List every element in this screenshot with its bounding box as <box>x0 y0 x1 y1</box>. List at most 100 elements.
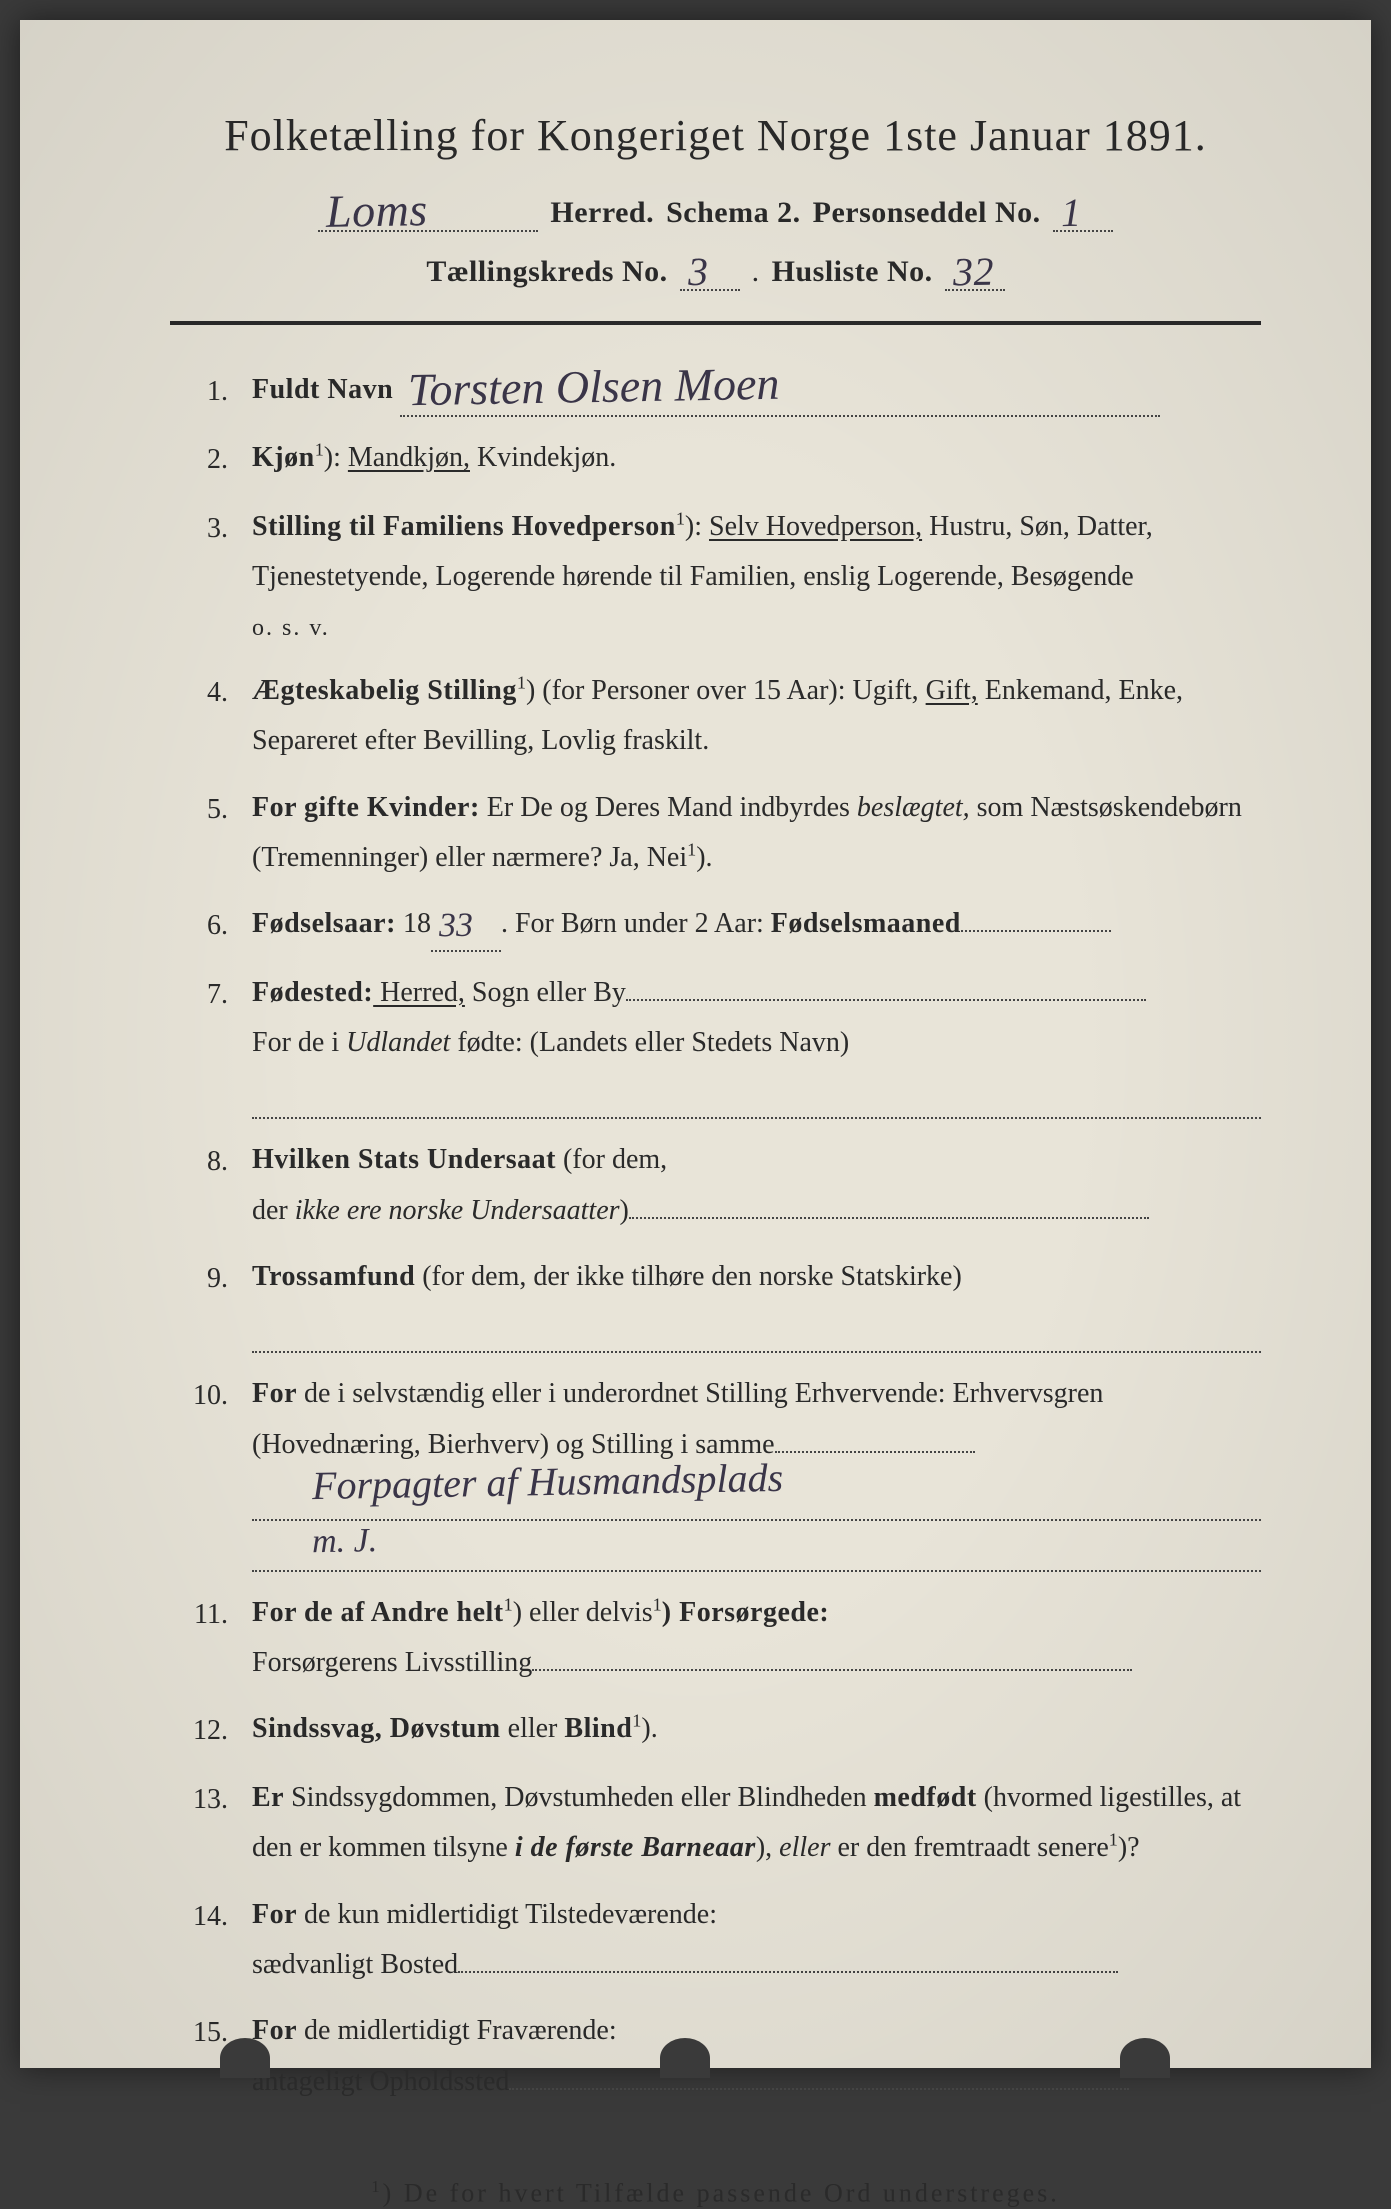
citizenship-field <box>629 1217 1149 1219</box>
item-label: For gifte Kvinder: <box>252 792 480 823</box>
item-num: 8. <box>180 1135 228 1187</box>
post: ) <box>620 1195 629 1226</box>
pre: der <box>252 1195 295 1226</box>
item-num: 7. <box>180 968 228 1020</box>
census-form-page: Folketælling for Kongeriget Norge 1ste J… <box>20 20 1371 2068</box>
rest: ) Forsørgede: <box>662 1597 829 1628</box>
item-content: Trossamfund (for dem, der ikke tilhøre d… <box>252 1252 1261 1353</box>
year-field: 33 <box>431 899 501 951</box>
item-content: Er Sindssygdommen, Døvstumheden eller Bl… <box>252 1773 1261 1874</box>
sup: 1 <box>517 672 526 692</box>
husliste-hand: 32 <box>952 256 994 289</box>
occupation-hand-1: Forpagter af Husmandsplads <box>312 1462 784 1502</box>
item-2: 2. Kjøn1): Mandkjøn, Kvindekjøn. <box>180 433 1261 485</box>
rest5: )? <box>1118 1832 1140 1863</box>
personseddel-hand: 1 <box>1060 197 1081 229</box>
rest: eller <box>501 1713 565 1744</box>
mid: . For Børn under 2 Aar: <box>501 908 771 939</box>
sup2: 1 <box>653 1594 662 1614</box>
line2: sædvanligt Bosted <box>252 1940 1261 1990</box>
rest4: er den fremtraadt senere <box>830 1832 1108 1863</box>
form-items: 1. Fuldt Navn Torsten Olsen Moen 2. Kjøn… <box>170 365 1261 2107</box>
item-1: 1. Fuldt Navn Torsten Olsen Moen <box>180 365 1261 417</box>
post: fødte: (Landets eller Stedets Navn) <box>450 1027 849 1058</box>
label2: Blind <box>564 1713 632 1744</box>
underlined: Gift, <box>926 675 978 706</box>
item-label: For de af Andre helt <box>252 1597 504 1628</box>
rest: Sogn eller By <box>465 977 626 1008</box>
provider-field <box>532 1669 1132 1671</box>
italic: beslægtet, <box>857 792 970 823</box>
rest: Kvindekjøn. <box>470 442 616 473</box>
rest3: ), <box>756 1832 779 1863</box>
personseddel-label: Personseddel No. <box>813 196 1041 230</box>
item-label: Stilling til Familiens Hovedperson <box>252 511 676 542</box>
personseddel-field: 1 <box>1053 193 1113 232</box>
footnote-text: ) De for hvert Tilfælde passende Ord und… <box>383 2179 1060 2208</box>
item-label: Er <box>252 1782 284 1813</box>
item-content: For de kun midlertidigt Tilstedeværende:… <box>252 1890 1261 1991</box>
rest: de midlertidigt Fraværende: <box>297 2015 617 2046</box>
whereabouts-field <box>509 2088 1129 2090</box>
trailing: o. s. v. <box>252 607 1261 650</box>
item-label: Fuldt Navn <box>252 374 393 405</box>
line2: antageligt Opholdssted <box>252 2057 1261 2107</box>
italic2: eller <box>779 1832 830 1863</box>
text: ): <box>324 442 348 473</box>
item-label: Kjøn <box>252 442 315 473</box>
item-9: 9. Trossamfund (for dem, der ikke tilhør… <box>180 1252 1261 1353</box>
item-num: 11. <box>180 1588 228 1640</box>
rest2: ). <box>641 1713 657 1744</box>
item-label: Ægteskabelig Stilling <box>252 675 517 706</box>
item-content: Fødested: Herred, Sogn eller By For de i… <box>252 968 1261 1120</box>
item-label: Trossamfund <box>252 1261 415 1292</box>
item-15: 15. For de midlertidigt Fraværende: anta… <box>180 2006 1261 2107</box>
paper-tear <box>660 2038 710 2078</box>
item-10: 10. For de i selvstændig eller i underor… <box>180 1369 1261 1571</box>
item-6: 6. Fødselsaar: 1833. For Børn under 2 Aa… <box>180 899 1261 951</box>
page-title: Folketælling for Kongeriget Norge 1ste J… <box>170 110 1261 161</box>
sup: 1 <box>687 840 696 860</box>
item-num: 4. <box>180 666 228 718</box>
item-content: For de i selvstændig eller i underordnet… <box>252 1369 1261 1571</box>
underlined: Mandkjøn, <box>348 442 470 473</box>
rest3: ). <box>696 842 712 873</box>
item-content: For gifte Kvinder: Er De og Deres Mand i… <box>252 783 1261 884</box>
husliste-label: Husliste No. <box>772 255 933 289</box>
divider <box>170 321 1261 325</box>
birthplace-field <box>626 999 1146 1001</box>
item-num: 13. <box>180 1773 228 1825</box>
paper-tear <box>220 2038 270 2078</box>
item-num: 10. <box>180 1369 228 1421</box>
religion-field <box>252 1308 1261 1353</box>
item-label: Sindssvag, Døvstum <box>252 1713 501 1744</box>
item-label: Fødselsaar: <box>252 908 396 939</box>
header-line-1: Loms Herred. Schema 2. Personseddel No. … <box>170 189 1261 232</box>
item-3: 3. Stilling til Familiens Hovedperson1):… <box>180 502 1261 650</box>
rest: (for dem, <box>556 1144 667 1175</box>
sup: 1 <box>315 440 324 460</box>
item-num: 1. <box>180 365 228 417</box>
year-prefix: 18 <box>396 908 431 939</box>
item-content: For de midlertidigt Fraværende: antageli… <box>252 2006 1261 2107</box>
schema-label: Schema 2. <box>666 196 801 230</box>
line2-text: sædvanligt Bosted <box>252 1949 458 1980</box>
italic: ikke ere norske Undersaatter <box>295 1195 620 1226</box>
item-content: Fødselsaar: 1833. For Børn under 2 Aar: … <box>252 899 1261 951</box>
italic: Udlandet <box>346 1027 450 1058</box>
item-label: For <box>252 1378 297 1409</box>
residence-field <box>458 1971 1118 1973</box>
header-dot: . <box>752 255 760 289</box>
item-num: 3. <box>180 502 228 554</box>
item-content: Hvilken Stats Undersaat (for dem, der ik… <box>252 1135 1261 1236</box>
item-13: 13. Er Sindssygdommen, Døvstumheden elle… <box>180 1773 1261 1874</box>
text: ) (for Personer over 15 Aar): Ugift, <box>526 675 926 706</box>
husliste-field: 32 <box>945 252 1005 291</box>
underlined: Selv Hovedperson, <box>709 511 922 542</box>
name-field: Torsten Olsen Moen <box>400 365 1160 417</box>
header-line-2: Tællingskreds No. 3 . Husliste No. 32 <box>170 252 1261 291</box>
text: ): <box>685 511 709 542</box>
item-label: Fødested: <box>252 977 373 1008</box>
herred-label: Herred. <box>550 196 654 230</box>
pre: For de i <box>252 1027 346 1058</box>
